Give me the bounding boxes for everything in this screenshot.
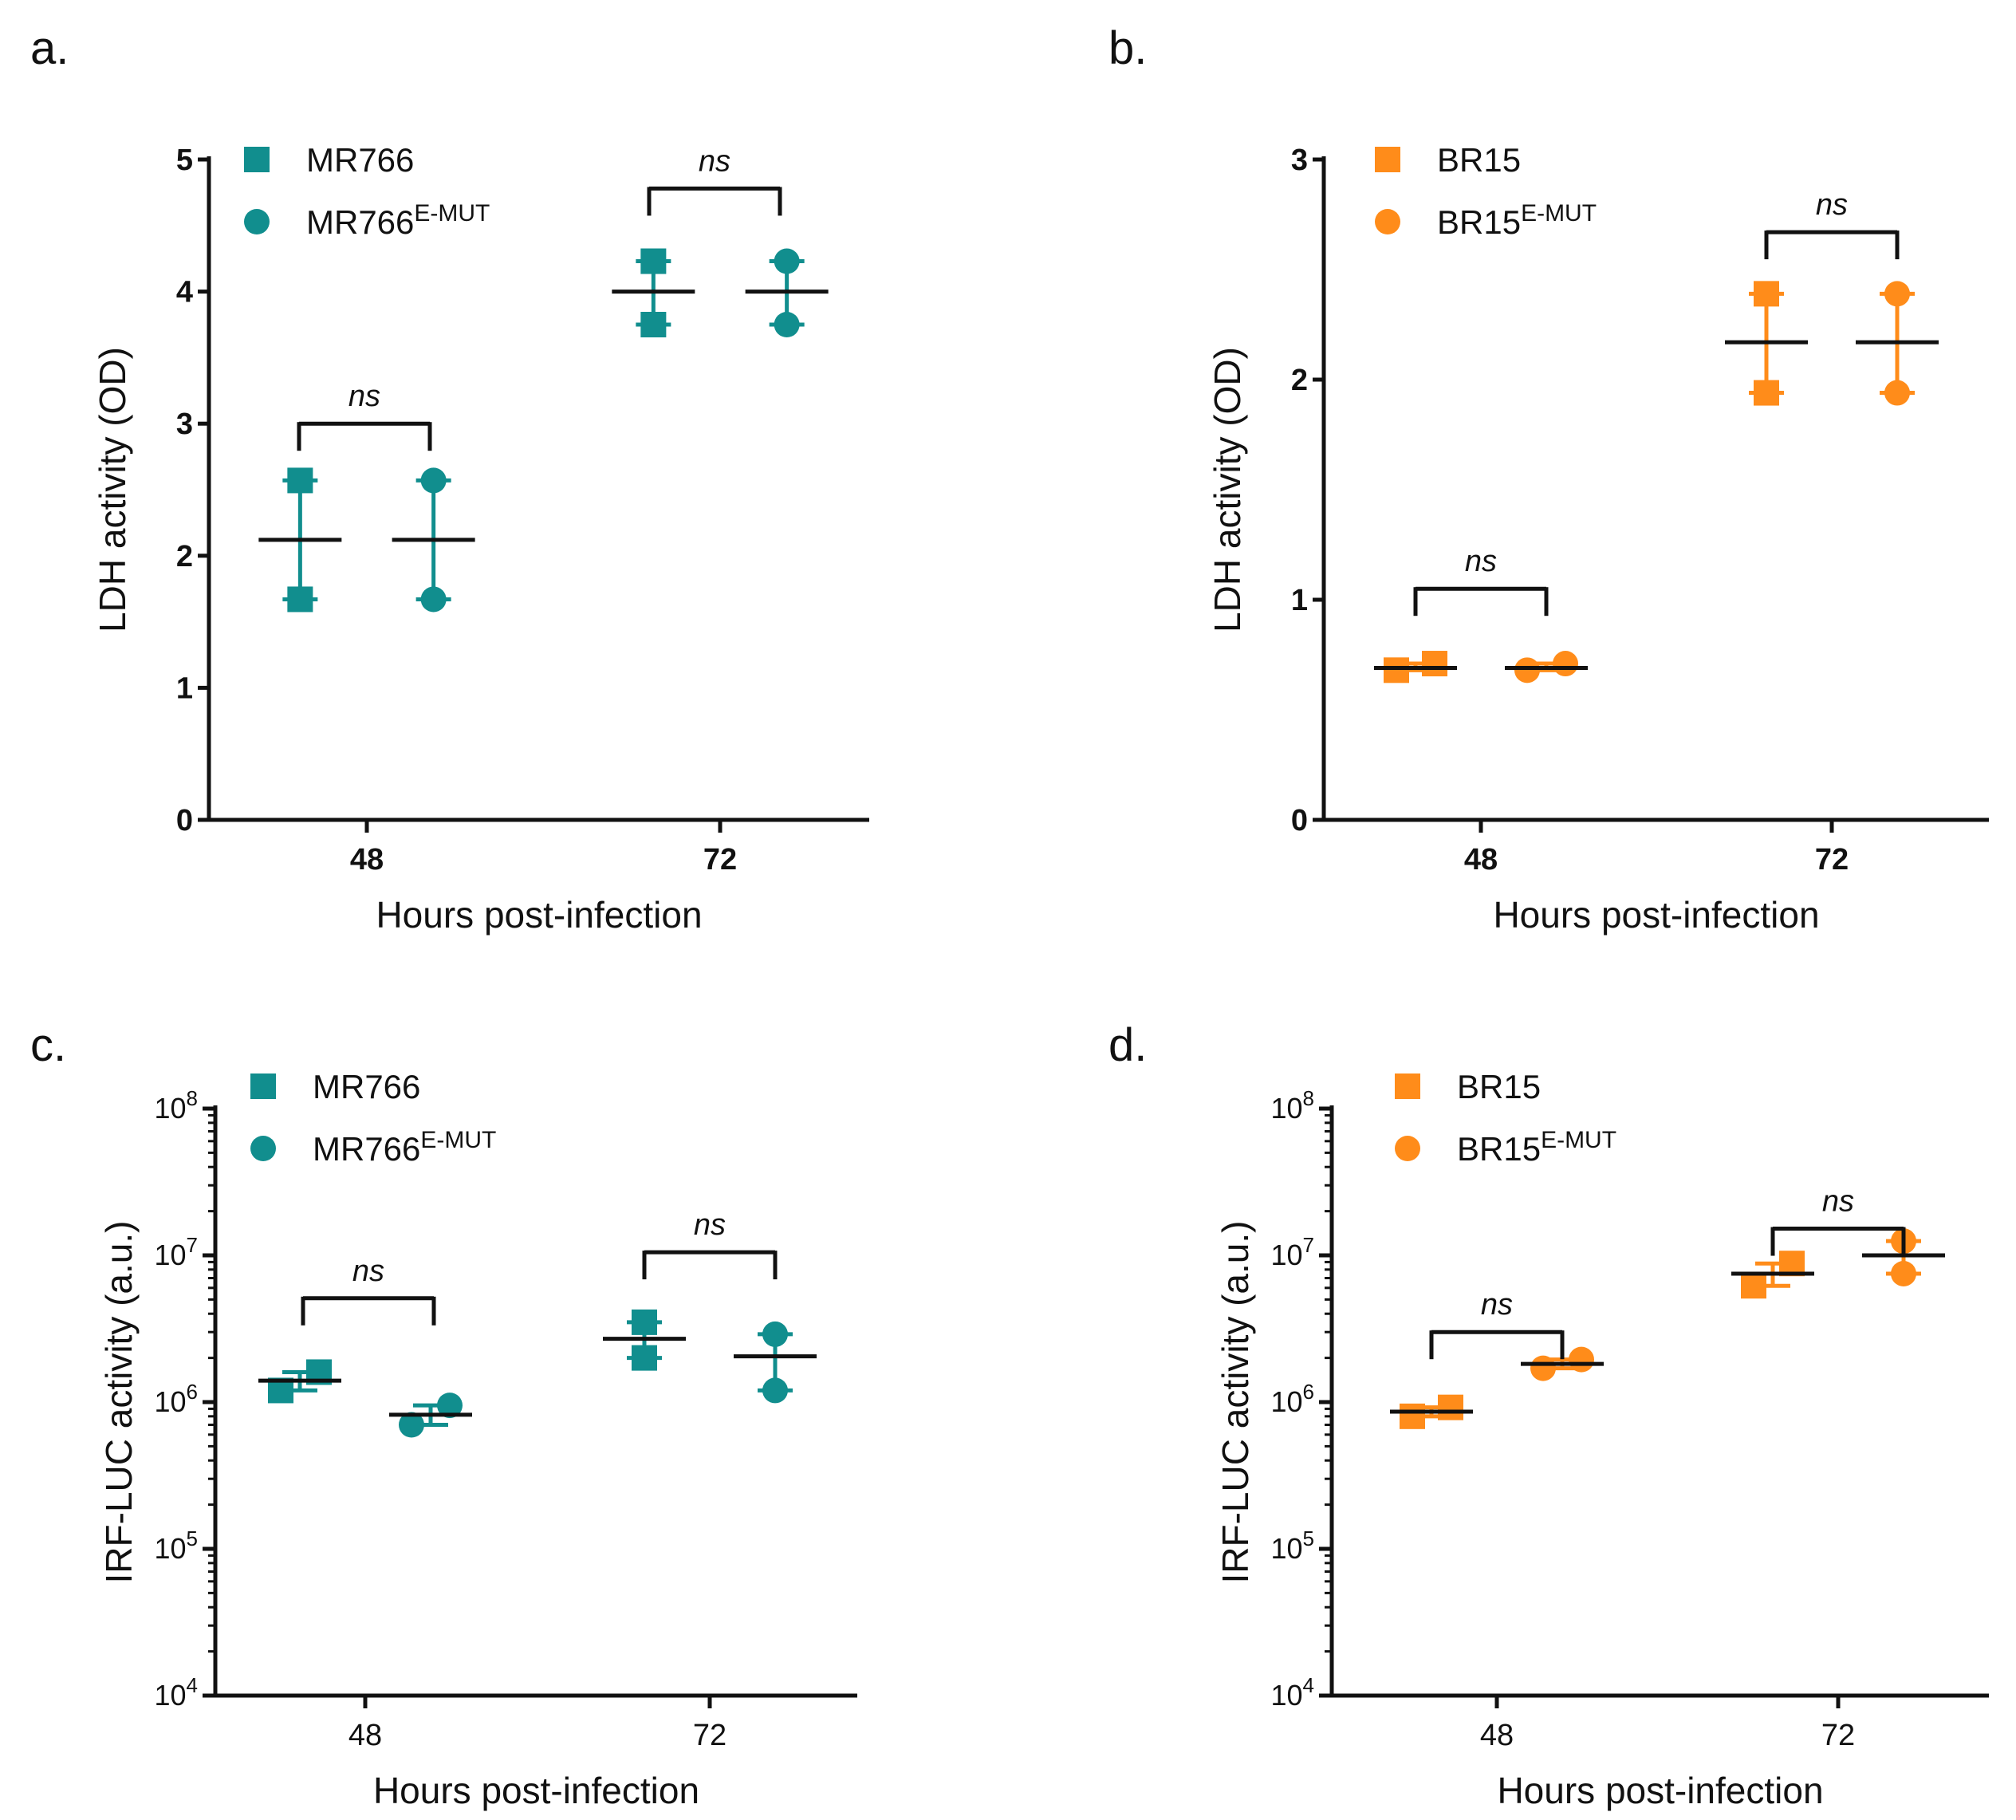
y-tick-label: 104	[154, 1673, 198, 1712]
y-tick-label: 106	[1270, 1380, 1314, 1418]
y-tick-label: 3	[176, 408, 193, 441]
ns-label: ns	[352, 1255, 384, 1288]
y-axis-title: IRF-LUC activity (a.u.)	[98, 1221, 140, 1584]
data-point	[774, 312, 800, 337]
data-point	[1884, 281, 1910, 307]
x-tick-label: 72	[1815, 843, 1849, 877]
data-point	[1569, 1346, 1594, 1373]
y-tick-label: 105	[154, 1527, 198, 1565]
legend-square-icon	[1375, 147, 1400, 172]
y-axis-title: IRF-LUC activity (a.u.)	[1215, 1221, 1256, 1584]
y-tick-label: 3	[1291, 144, 1308, 177]
data-point	[632, 1309, 657, 1335]
y-axis-title: LDH activity (OD)	[92, 347, 133, 632]
legend-label: MR766E-MUT	[313, 1127, 496, 1168]
x-tick-label: 72	[693, 1719, 726, 1752]
ns-label: ns	[1822, 1185, 1854, 1219]
y-tick-label: 108	[154, 1086, 198, 1125]
legend-label: BR15	[1457, 1068, 1541, 1105]
x-axis-title: Hours post-infection	[1493, 894, 1819, 936]
data-point	[762, 1321, 788, 1347]
ns-label: ns	[694, 1208, 726, 1242]
legend-circle-icon	[250, 1136, 276, 1161]
data-point	[774, 248, 800, 274]
data-point	[1891, 1260, 1916, 1286]
legend-square-icon	[250, 1073, 276, 1099]
data-point	[1514, 657, 1540, 683]
legend-circle-icon	[1375, 209, 1400, 234]
panel-d: d. 104 105 106 107 108 48 72 Hours post-infectio…	[1108, 1019, 1989, 1811]
panel-letter: c.	[30, 1019, 66, 1071]
data-point	[640, 312, 667, 337]
y-tick-label: 108	[1270, 1086, 1314, 1125]
legend-label: BR15	[1437, 141, 1521, 179]
data-point	[632, 1345, 657, 1371]
y-tick-label: 105	[1270, 1527, 1314, 1565]
ns-label: ns	[348, 380, 380, 413]
legend-circle-icon	[244, 209, 270, 234]
x-tick-label: 72	[703, 843, 737, 877]
legend-square-icon	[244, 147, 270, 172]
data-point	[762, 1377, 788, 1404]
panel-letter: d.	[1108, 1019, 1147, 1071]
y-tick-label: 2	[1291, 364, 1308, 397]
panel-c: c. 104 105 106 107 108 48 72 Hours post-infectio…	[30, 1019, 857, 1811]
x-tick-label: 72	[1821, 1719, 1855, 1752]
y-tick-label: 107	[1270, 1233, 1314, 1271]
data-point	[437, 1393, 463, 1419]
y-tick-label: 5	[176, 144, 193, 177]
ns-label: ns	[1465, 545, 1497, 578]
data-point	[287, 586, 313, 613]
x-tick-label: 48	[1480, 1719, 1514, 1752]
legend-label: MR766E-MUT	[306, 200, 490, 241]
y-tick-label: 1	[1291, 584, 1308, 617]
legend-square-icon	[1395, 1073, 1420, 1099]
ns-label: ns	[1816, 188, 1848, 222]
y-tick-label: 0	[1291, 804, 1308, 837]
legend-label: MR766	[313, 1068, 420, 1105]
data-point	[420, 467, 447, 494]
legend-label: BR15E-MUT	[1437, 200, 1597, 241]
y-tick-label: 106	[154, 1380, 198, 1418]
data-point	[399, 1412, 424, 1438]
data-point	[1400, 1403, 1425, 1429]
data-point	[640, 248, 667, 274]
y-tick-label: 4	[176, 276, 193, 309]
data-point	[1884, 380, 1910, 406]
data-point	[1741, 1273, 1766, 1299]
x-tick-label: 48	[348, 1719, 382, 1752]
y-tick-label: 107	[154, 1233, 198, 1271]
x-axis-title: Hours post-infection	[376, 894, 702, 936]
legend-label: BR15E-MUT	[1457, 1127, 1616, 1168]
data-point	[1754, 281, 1779, 307]
x-axis-title: Hours post-infection	[1497, 1770, 1823, 1811]
data-point	[1438, 1394, 1463, 1420]
x-tick-label: 48	[1464, 843, 1498, 877]
y-tick-label: 1	[176, 672, 193, 705]
y-tick-label: 0	[176, 804, 193, 837]
y-axis-title: LDH activity (OD)	[1207, 347, 1248, 632]
data-point	[420, 586, 447, 613]
x-tick-label: 48	[350, 843, 384, 877]
data-point	[1422, 651, 1447, 677]
panel-letter: a.	[30, 22, 69, 74]
ns-label: ns	[1481, 1288, 1513, 1322]
data-point	[1553, 651, 1578, 677]
ns-label: ns	[699, 144, 730, 178]
data-point	[1754, 380, 1779, 406]
data-point	[287, 467, 313, 494]
data-point	[1530, 1355, 1556, 1381]
y-tick-label: 2	[176, 540, 193, 573]
data-point	[1384, 657, 1409, 683]
y-tick-label: 104	[1270, 1673, 1314, 1712]
legend-label: MR766	[306, 141, 414, 179]
panel-letter: b.	[1108, 22, 1147, 74]
legend-circle-icon	[1395, 1136, 1420, 1161]
panel-b: b. 0 1 2 3 48 72 Hours post-infection LDH activi…	[1108, 22, 1989, 936]
x-axis-title: Hours post-infection	[373, 1770, 699, 1811]
